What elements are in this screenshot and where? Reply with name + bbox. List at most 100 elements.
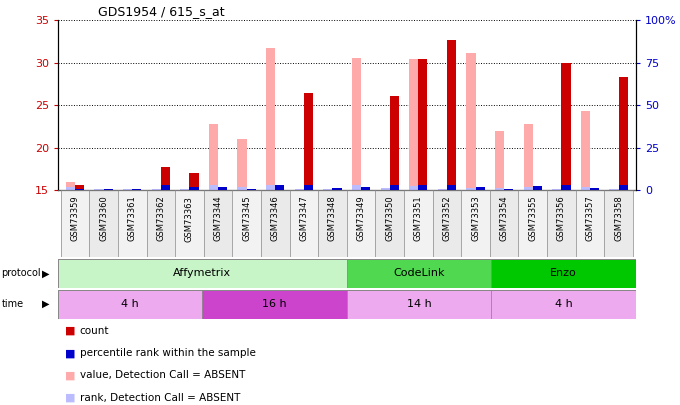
Bar [304,185,313,190]
Bar [492,259,636,288]
Bar [75,189,84,190]
Bar [381,188,390,190]
Text: ■: ■ [65,371,75,380]
Bar [190,173,199,190]
Text: GSM73360: GSM73360 [99,196,108,241]
Text: GSM73346: GSM73346 [271,196,279,241]
Text: GSM73358: GSM73358 [614,196,623,241]
Text: value, Detection Call = ABSENT: value, Detection Call = ABSENT [80,371,245,380]
Text: 4 h: 4 h [121,299,139,309]
Text: GSM73357: GSM73357 [585,196,594,241]
Bar [190,187,199,190]
Bar [95,189,103,190]
Bar [347,190,375,257]
Bar [75,185,84,190]
Bar [233,190,261,257]
Bar [475,189,485,190]
Bar [347,290,492,319]
Text: ■: ■ [65,326,75,336]
Bar [266,48,275,190]
Bar [247,189,256,190]
Bar [619,185,628,190]
Bar [390,96,399,190]
Bar [605,190,633,257]
Bar [160,185,170,190]
Bar [552,189,562,190]
Bar [418,58,428,190]
Text: GSM73359: GSM73359 [71,196,80,241]
Bar [209,124,218,190]
Bar [375,190,404,257]
Bar [533,186,542,190]
Bar [66,187,75,190]
Bar [261,190,290,257]
Bar [304,92,313,190]
Bar [95,189,103,190]
Bar [123,189,132,190]
Text: GSM73350: GSM73350 [386,196,394,241]
Bar [266,185,275,190]
Bar [495,188,504,190]
Bar [609,189,619,190]
Bar [180,189,190,190]
Bar [218,187,227,190]
Text: CodeLink: CodeLink [393,269,445,278]
Bar [352,58,361,190]
Text: time: time [1,299,24,309]
Bar [447,185,456,190]
Text: GSM73349: GSM73349 [356,196,366,241]
Bar [524,124,533,190]
Bar [409,186,418,190]
Bar [318,190,347,257]
Text: ▶: ▶ [42,299,50,309]
Bar [409,58,418,190]
Text: GSM73363: GSM73363 [185,196,194,241]
Bar [152,189,160,190]
Text: Affymetrix: Affymetrix [173,269,231,278]
Bar [552,189,562,190]
Bar [619,77,628,190]
Bar [361,189,371,190]
Text: count: count [80,326,109,336]
Bar [294,189,304,190]
Text: GSM73347: GSM73347 [299,196,308,241]
Bar [89,190,118,257]
Bar [160,166,170,190]
Bar [447,40,456,190]
Text: GSM73361: GSM73361 [128,196,137,241]
Text: GSM73352: GSM73352 [443,196,452,241]
Text: GSM73353: GSM73353 [471,196,480,241]
Bar [203,290,347,319]
Bar [275,189,284,190]
Bar [504,189,513,190]
Bar [518,190,547,257]
Bar [524,187,533,190]
Bar [390,185,399,190]
Bar [61,190,89,257]
Text: GSM73351: GSM73351 [414,196,423,241]
Bar [175,190,204,257]
Bar [475,187,485,190]
Bar [466,188,475,190]
Text: GSM73355: GSM73355 [528,196,537,241]
Bar [533,189,542,190]
Text: rank, Detection Call = ABSENT: rank, Detection Call = ABSENT [80,393,240,403]
Bar [58,259,347,288]
Bar [581,187,590,190]
Bar [504,189,513,190]
Bar [590,188,599,190]
Bar [275,185,284,190]
Bar [146,190,175,257]
Text: 14 h: 14 h [407,299,431,309]
Text: ▶: ▶ [42,269,50,278]
Bar [123,189,132,190]
Bar [562,185,571,190]
Bar [209,185,218,190]
Bar [103,189,113,190]
Bar [547,190,576,257]
Text: GDS1954 / 615_s_at: GDS1954 / 615_s_at [99,5,225,18]
Bar [490,190,518,257]
Bar [204,190,233,257]
Bar [66,182,75,190]
Bar [132,189,141,190]
